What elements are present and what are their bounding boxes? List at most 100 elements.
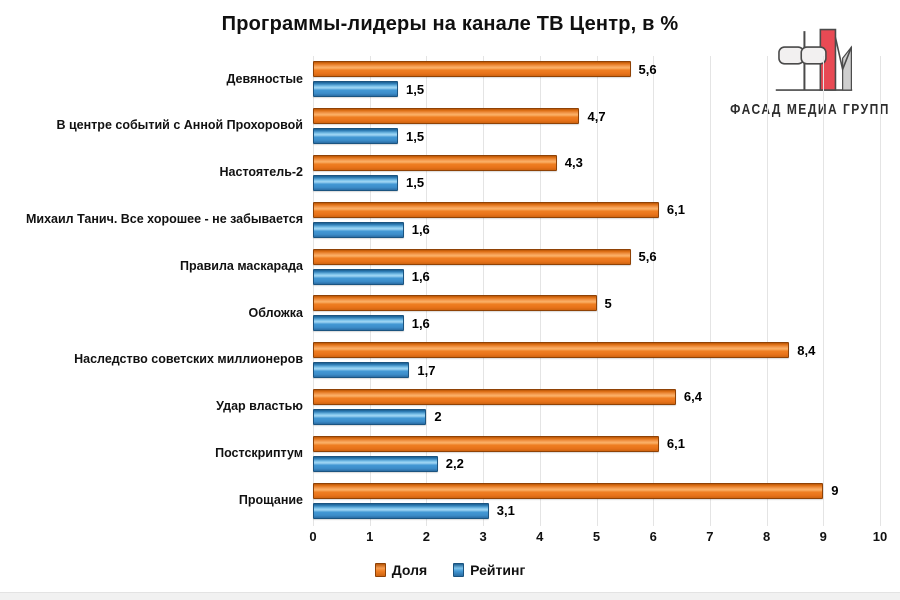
bar-group: 5,6 1,5 [313,61,880,98]
share-bar [313,342,790,359]
rating-bar [313,502,489,519]
rating-bar [313,81,399,98]
chart-rows: Девяностые 5,6 1,5 В центре событий с Анной… [10,56,880,524]
chart-row: Правила маскарада 5,6 1,6 [10,243,880,290]
value-label: 5,6 [638,249,657,265]
rating-bar [313,362,410,379]
share-bar [313,388,676,405]
plot-gridlines [313,56,881,526]
category-label: В центре событий с Анной Прохоровой [56,118,304,133]
bar-group: 6,1 1,6 [313,201,880,238]
chart-row: В центре событий с Анной Прохоровой 4,7 1,… [10,103,880,150]
rating-bar-line: 1,6 [313,221,880,238]
rating-bar [313,221,404,238]
value-label: 6,4 [683,389,702,405]
share-bar [313,108,580,125]
value-label: 6,1 [666,202,685,218]
category-label: Удар властью [216,399,303,414]
bar-group: 4,3 1,5 [313,154,880,191]
rating-bar [313,455,438,472]
gridline [823,56,825,526]
x-tick-label: 2 [422,529,430,544]
share-bar [313,248,631,265]
logo-text: ФАСАД МЕДИА ГРУПП [730,100,890,118]
legend-item-share: Доля [374,562,428,578]
bar-group: 8,4 1,7 [313,342,880,379]
rating-bar-line: 1,6 [313,268,880,285]
bar-group: 9 3,1 [313,482,880,519]
bottom-edge-strip [0,592,900,600]
share-bar [313,201,659,218]
value-label: 5,6 [638,61,657,77]
x-tick-label: 7 [706,529,714,544]
share-bar-line: 6,1 [313,435,880,452]
rating-bar [313,128,399,145]
category-label: Наследство советских миллионеров [74,352,303,367]
value-label: 1,6 [411,315,430,331]
value-label: 4,7 [587,108,606,124]
share-bar [313,435,659,452]
chart-row: Постскриптум 6,1 2,2 [10,430,880,477]
rating-bar-line: 2,2 [313,455,880,472]
rating-bar-line: 1,6 [313,315,880,332]
gridline [369,56,371,526]
x-tick-label: 0 [309,529,317,544]
bar-group: 5,6 1,6 [313,248,880,285]
value-label: 5 [604,295,612,311]
rating-legend-marker-icon [453,563,465,577]
x-tick-label: 6 [649,529,657,544]
bar-group: 6,1 2,2 [313,435,880,472]
category-label: Постскриптум [215,445,303,460]
x-tick-label: 4 [536,529,544,544]
value-label: 1,5 [406,128,425,144]
share-bar-line: 6,4 [313,388,880,405]
category-label: Михаил Танич. Все хорошее - не забываетс… [25,211,303,226]
value-label: 8,4 [797,342,816,358]
chart-legend: Доля Рейтинг [0,562,900,578]
legend-label: Рейтинг [470,562,526,578]
gridline [483,56,485,526]
chart-row: Девяностые 5,6 1,5 [10,56,880,103]
value-label: 6,1 [666,436,685,452]
x-tick-label: 1 [366,529,374,544]
x-tick-label: 8 [762,529,771,544]
share-bar-line: 5,6 [313,248,880,265]
rating-bar-line: 1,5 [313,128,880,145]
rating-bar-line: 2 [313,408,880,425]
chart-row: Обложка 5 1,6 [10,290,880,337]
value-label: 1,6 [411,222,430,238]
bar-group: 5 1,6 [313,295,880,332]
chart-row: Михаил Танич. Все хорошее - не забываетс… [10,196,880,243]
rating-bar [313,174,399,191]
share-bar [313,61,631,78]
x-axis-ticks: 0 1 2 3 4 5 6 7 8 9 10 [309,529,887,545]
gridline [709,56,711,526]
x-tick-label: 5 [592,529,601,544]
share-bar [313,295,597,312]
logo-monogram-icon [775,28,853,91]
x-tick-label: 9 [819,529,827,544]
gridline [539,56,541,526]
rating-bar-line: 3,1 [313,502,880,519]
share-bar-line: 4,7 [313,108,880,125]
share-bar-line: 4,3 [313,154,880,171]
legend-item-rating: Рейтинг [453,562,525,578]
category-label: Девяностые [226,71,303,86]
value-label: 1,5 [406,175,425,191]
company-logo: ФАСАД МЕДИА ГРУПП [730,20,890,118]
value-label: 9 [831,483,839,499]
share-bar-line: 5 [313,295,880,312]
legend-label: Доля [391,562,428,578]
value-label: 1,6 [411,269,430,285]
gridline [313,56,314,526]
rating-bar [313,408,427,425]
rating-bar-line: 1,5 [313,81,880,98]
share-legend-marker-icon [374,563,386,577]
share-bar-line: 6,1 [313,201,880,218]
value-label: 2,2 [445,456,464,472]
value-label: 1,5 [406,81,425,97]
rating-bar [313,315,404,332]
x-tick-label: 3 [479,529,487,544]
share-bar [313,154,557,171]
